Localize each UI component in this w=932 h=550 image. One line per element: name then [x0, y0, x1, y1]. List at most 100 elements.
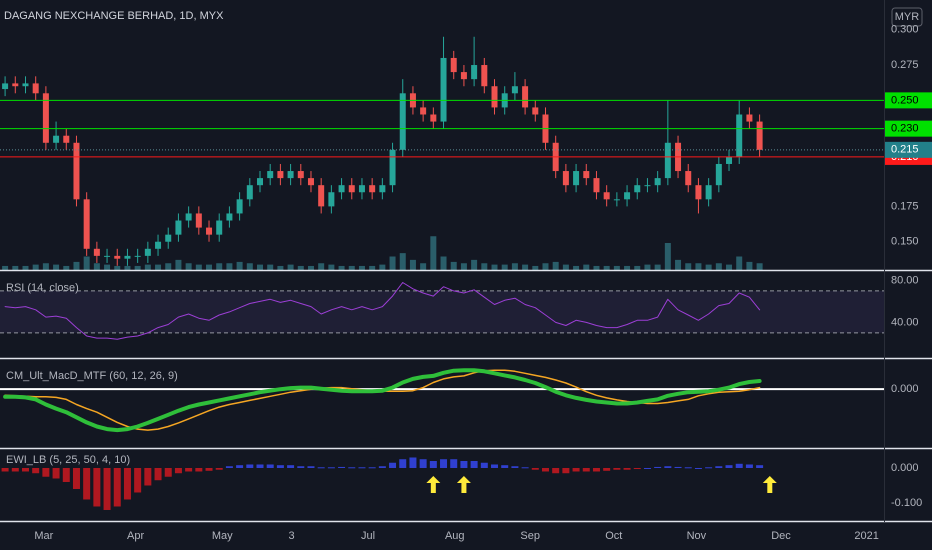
candle-body	[430, 114, 437, 122]
x-tick-label: Mar	[34, 530, 53, 542]
bar	[62, 467, 70, 482]
x-tick-label: Sep	[520, 530, 540, 542]
volume-bar	[114, 265, 121, 270]
currency: MYR	[895, 11, 920, 23]
candle-body	[532, 107, 539, 115]
candle-body	[104, 255, 111, 257]
candle-body	[736, 114, 743, 157]
volume-bar	[593, 265, 600, 270]
candle-body	[685, 171, 692, 186]
candle-body	[583, 171, 590, 179]
volume-bar	[613, 265, 620, 270]
bar	[756, 465, 764, 468]
bar	[93, 467, 101, 507]
candle-body	[379, 185, 386, 193]
volume-bar	[297, 265, 304, 270]
volume-bar	[654, 264, 661, 270]
candle-body	[358, 185, 365, 193]
panel-title: RSI (14, close)	[6, 282, 79, 294]
volume-bar	[399, 253, 406, 270]
candle-body	[338, 185, 345, 193]
candle-body	[206, 227, 213, 235]
volume-bar	[583, 264, 590, 270]
volume-bar	[134, 265, 141, 270]
candle-body	[93, 248, 100, 256]
bar	[460, 460, 468, 468]
x-tick-label: Nov	[687, 530, 707, 542]
volume-bar	[695, 263, 702, 270]
volume-bar	[542, 263, 549, 270]
panel-title: EWI_LB (5, 25, 50, 4, 10)	[6, 454, 130, 466]
level-label: 0.250	[891, 94, 919, 106]
bar	[511, 466, 519, 468]
bar	[582, 467, 590, 472]
y-tick-label: 0.275	[891, 59, 919, 71]
candle-body	[195, 213, 202, 228]
candle-body	[634, 185, 641, 193]
bar	[429, 460, 437, 468]
volume-bar	[726, 264, 733, 270]
volume-bar	[471, 259, 478, 270]
volume-bar	[348, 265, 355, 270]
volume-bar	[450, 261, 457, 270]
y-tick-label: 0.300	[891, 24, 919, 36]
level-label-box	[884, 120, 932, 137]
volume-bar	[746, 261, 753, 270]
volume-bar	[175, 259, 182, 270]
bar	[317, 467, 325, 469]
candle-body	[53, 135, 60, 143]
bar	[603, 467, 611, 471]
candle-body	[307, 178, 314, 186]
bar	[246, 464, 254, 468]
candle-body	[746, 114, 753, 122]
candle-body	[491, 86, 498, 108]
volume-bar	[226, 263, 233, 270]
volume-bar	[358, 265, 365, 270]
volume-bar	[736, 256, 743, 270]
x-tick-label: Apr	[127, 530, 144, 542]
bar	[378, 466, 386, 468]
bar	[11, 467, 19, 472]
candle-body	[114, 255, 121, 259]
candle-body	[246, 185, 253, 200]
bar	[613, 467, 621, 470]
bar	[399, 459, 407, 468]
volume-bar	[664, 243, 671, 270]
candle-body	[287, 171, 294, 179]
candle-body	[460, 72, 467, 80]
candle-body	[399, 93, 406, 150]
bar	[470, 460, 478, 468]
bar	[103, 467, 111, 510]
volume-bar	[104, 264, 111, 270]
volume-bar	[124, 265, 131, 270]
bar	[32, 467, 40, 474]
candle-body	[420, 107, 427, 115]
x-tick-label: 2021	[854, 530, 878, 542]
level-label: 0.230	[891, 123, 919, 135]
bar	[358, 467, 366, 469]
volume-bar	[2, 265, 9, 270]
bar	[684, 467, 692, 469]
bar	[164, 467, 172, 477]
bar	[21, 467, 29, 472]
candle-body	[613, 199, 620, 201]
bar	[52, 467, 60, 479]
volume-bar	[430, 236, 437, 270]
candle-body	[348, 185, 355, 193]
volume-bar	[195, 264, 202, 270]
volume-bar	[73, 261, 80, 270]
volume-bar	[216, 263, 223, 270]
bar	[123, 467, 131, 500]
volume-bar	[93, 263, 100, 270]
bar	[348, 467, 356, 469]
volume-bar	[685, 263, 692, 270]
x-tick-label: Dec	[771, 530, 791, 542]
volume-bar	[206, 264, 213, 270]
candle-body	[216, 220, 223, 235]
volume-bar	[42, 263, 49, 270]
candle-body	[328, 192, 335, 207]
volume-bar	[511, 263, 518, 270]
signal-arrow	[456, 476, 471, 493]
candle-body	[257, 178, 263, 186]
